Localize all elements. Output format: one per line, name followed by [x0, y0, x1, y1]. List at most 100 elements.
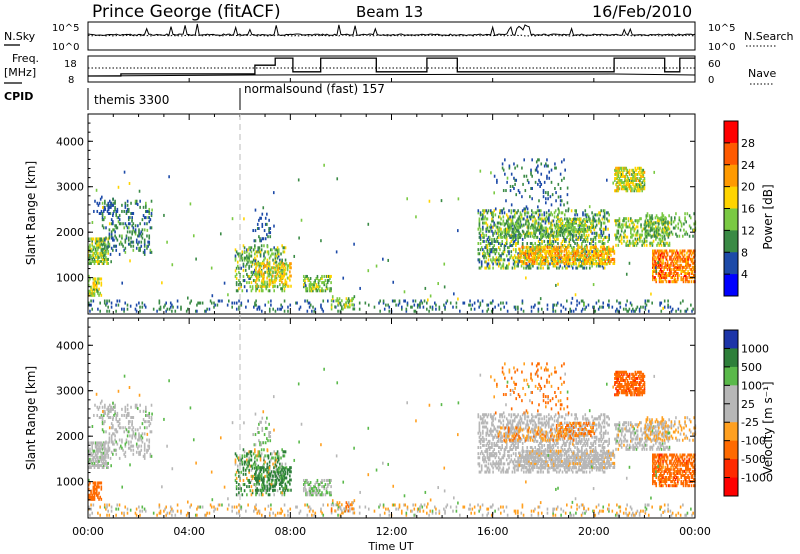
power-cell: [131, 232, 133, 236]
power-cell: [254, 279, 256, 283]
power-cell: [538, 209, 541, 213]
power-cell: [538, 199, 540, 203]
power-cell: [484, 215, 486, 219]
power-cell: [324, 289, 327, 293]
power-cell: [511, 244, 514, 248]
power-cell: [608, 237, 610, 241]
power-cell: [540, 209, 542, 213]
power-cell: [248, 281, 250, 285]
power-cell: [124, 203, 127, 207]
power-cell: [256, 287, 258, 291]
power-cell: [599, 253, 602, 257]
power-cell: [325, 285, 328, 289]
power-cell: [647, 299, 650, 303]
power-cell: [488, 229, 491, 233]
power-cell: [148, 234, 151, 238]
power-cell: [563, 232, 566, 236]
colorbar-swatch: [724, 252, 738, 275]
power-cell: [642, 187, 645, 191]
power-cell: [689, 249, 692, 253]
power-cell: [672, 280, 675, 284]
power-cell: [574, 262, 577, 265]
power-cell: [480, 262, 483, 266]
power-cell: [312, 287, 314, 291]
power-cell: [108, 309, 111, 313]
velocity-cell: [114, 405, 116, 409]
power-cell: [89, 291, 91, 295]
power-cell: [254, 244, 256, 248]
power-cell: [92, 293, 95, 297]
velocity-cell: [121, 407, 123, 411]
power-cell: [505, 189, 507, 193]
power-cell: [480, 233, 483, 237]
power-cell: [392, 280, 395, 284]
power-cell: [593, 262, 595, 265]
power-cell: [559, 195, 562, 199]
power-cell: [486, 248, 489, 252]
velocity-cell: [123, 513, 125, 517]
power-cell: [510, 244, 513, 248]
power-cell: [284, 246, 287, 250]
power-cell: [557, 215, 559, 219]
power-cell: [540, 247, 543, 251]
power-cell: [263, 264, 265, 268]
velocity-cell: [147, 444, 149, 448]
power-cell: [571, 222, 574, 226]
power-cell: [254, 239, 257, 243]
velocity-cell: [99, 447, 101, 451]
power-cell: [519, 257, 521, 261]
power-cell: [684, 218, 686, 222]
power-cell: [108, 244, 111, 248]
power-cell: [598, 262, 601, 265]
power-cell: [592, 215, 595, 219]
power-cell: [561, 233, 564, 237]
velocity-cell: [107, 411, 110, 415]
colorbar-swatch: [724, 230, 738, 253]
power-cell: [631, 187, 633, 191]
power-cell: [660, 239, 663, 243]
velocity-cell: [92, 491, 95, 495]
power-cell: [570, 228, 573, 232]
power-cell: [636, 305, 639, 309]
power-cell: [636, 229, 639, 233]
power-cell: [478, 260, 481, 264]
power-cell: [256, 222, 259, 226]
power-cell: [547, 193, 549, 197]
power-cell: [658, 257, 661, 261]
power-cell: [637, 166, 640, 170]
power-cell: [336, 177, 339, 181]
power-cell: [522, 309, 525, 313]
power-cell: [559, 172, 562, 176]
power-cell: [549, 262, 551, 266]
power-cell: [638, 307, 641, 311]
power-cell: [590, 226, 592, 230]
power-cell: [317, 287, 320, 291]
velocity-cell: [97, 463, 99, 467]
power-cell: [627, 183, 630, 187]
power-cell: [412, 299, 414, 303]
power-cell: [681, 267, 684, 271]
power-cell: [105, 251, 107, 255]
power-cell: [593, 217, 596, 221]
power-cell: [588, 262, 591, 265]
power-cell: [149, 248, 152, 252]
power-cell: [509, 217, 511, 221]
power-cell: [500, 258, 502, 262]
power-cell: [524, 249, 527, 253]
power-cell: [512, 230, 515, 234]
velocity-cell: [198, 505, 200, 509]
power-cell: [617, 237, 620, 241]
velocity-cell: [382, 505, 385, 509]
power-cell: [148, 212, 151, 215]
power-cell: [285, 272, 288, 276]
power-cell: [536, 244, 539, 248]
power-cell: [553, 223, 556, 227]
power-cell: [529, 242, 532, 245]
power-cell: [661, 237, 664, 241]
power-cell: [624, 174, 626, 178]
power-cell: [582, 266, 584, 270]
velocity-cell: [102, 463, 105, 467]
velocity-cell: [119, 444, 122, 448]
power-cell: [633, 241, 636, 245]
power-cell: [653, 251, 655, 255]
